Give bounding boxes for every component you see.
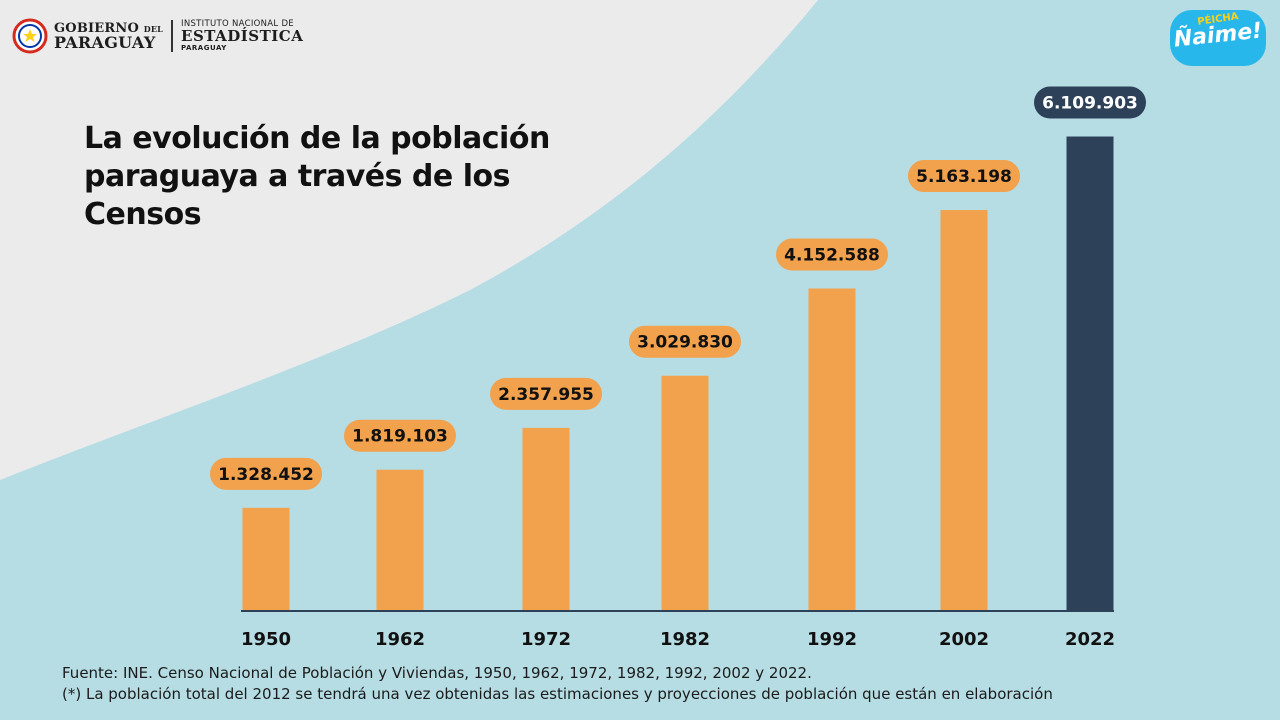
value-label-1982: 3.029.830 — [637, 333, 733, 353]
value-pill-1972 — [490, 377, 602, 410]
value-label-1992: 4.152.588 — [784, 246, 880, 266]
footer: Fuente: INE. Censo Nacional de Población… — [62, 663, 1262, 705]
header-divider — [171, 20, 174, 52]
value-label-1962: 1.819.103 — [352, 427, 448, 447]
ine-logo: INSTITUTO NACIONAL DE ESTADÍSTICA PARAGU… — [181, 20, 303, 52]
national-seal-icon — [12, 18, 48, 54]
source-note: Fuente: INE. Censo Nacional de Población… — [62, 664, 812, 682]
value-pill-1962 — [344, 419, 456, 452]
ine-line3: PARAGUAY — [181, 43, 227, 52]
ine-line2: ESTADÍSTICA — [181, 26, 304, 45]
value-pill-2002 — [908, 160, 1020, 193]
tick-label-2022: 2022 — [1065, 629, 1115, 650]
tick-label-1972: 1972 — [521, 629, 571, 650]
footnote: (*) La población total del 2012 se tendr… — [62, 685, 1053, 703]
value-pill-1950 — [210, 457, 322, 490]
value-label-2002: 5.163.198 — [916, 167, 1012, 187]
ine-line1: INSTITUTO NACIONAL DE — [181, 18, 294, 29]
bar-2002 — [940, 210, 988, 612]
bar-1982 — [661, 375, 709, 611]
bar-1962 — [376, 469, 424, 611]
peicha-naime-logo: PÉICHA Ñaime! — [1170, 10, 1266, 66]
value-pill-1982 — [629, 325, 741, 358]
value-label-2022: 6.109.903 — [1042, 94, 1138, 114]
value-label-1972: 2.357.955 — [498, 385, 594, 405]
bar-1950 — [242, 507, 290, 611]
tick-label-2002: 2002 — [939, 629, 989, 650]
gov-line1-small: DEL — [143, 23, 164, 34]
gobierno-logo: GOBIERNO DEL PARAGUAY — [54, 22, 163, 51]
bar-1992 — [808, 288, 856, 611]
bar-1972 — [522, 427, 570, 611]
tick-label-1992: 1992 — [807, 629, 857, 650]
tick-label-1982: 1982 — [660, 629, 710, 650]
value-pill-2022 — [1034, 86, 1146, 119]
tick-label-1950: 1950 — [241, 629, 291, 650]
bar-2022 — [1066, 136, 1114, 611]
chart-title: La evolución de la población paraguaya a… — [84, 121, 550, 232]
gov-line2: PARAGUAY — [54, 32, 156, 52]
header-logos: GOBIERNO DEL PARAGUAY INSTITUTO NACIONAL… — [12, 14, 303, 58]
value-pill-1992 — [776, 238, 888, 271]
value-label-1950: 1.328.452 — [218, 465, 314, 485]
tick-label-1962: 1962 — [375, 629, 425, 650]
gov-line1: GOBIERNO — [54, 20, 140, 36]
